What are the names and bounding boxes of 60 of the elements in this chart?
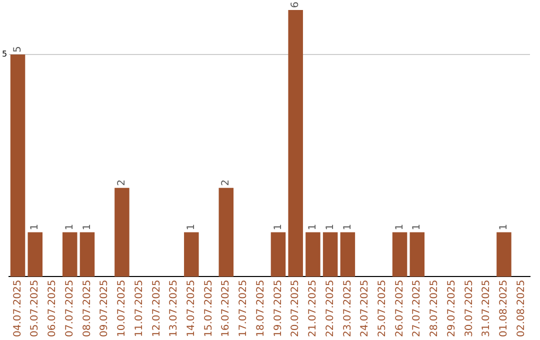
x-tick-label: 11.07.2025 [134, 280, 145, 338]
bar [80, 232, 95, 277]
x-tick-label: 09.07.2025 [99, 280, 110, 338]
data-label: 2 [116, 179, 128, 186]
data-label: 1 [324, 224, 336, 230]
bar [184, 232, 199, 277]
bar [62, 232, 78, 277]
x-tick-label: 04.07.2025 [12, 280, 24, 338]
bar [270, 232, 286, 277]
x-tick-label: 01.08.2025 [498, 280, 510, 338]
data-label: 1 [64, 224, 76, 230]
x-tick-label: 28.07.2025 [429, 280, 440, 338]
bar [288, 10, 303, 277]
bar [496, 232, 512, 277]
x-tick-label: 29.07.2025 [446, 280, 458, 338]
x-tick-label: 24.07.2025 [360, 280, 371, 338]
x-tick-label: 06.07.2025 [47, 280, 58, 338]
x-tick-label: 19.07.2025 [272, 280, 284, 338]
bar [218, 188, 234, 277]
x-tick-label: 15.07.2025 [203, 280, 214, 338]
data-label: 1 [30, 224, 41, 230]
bar [10, 54, 26, 277]
data-label: 1 [272, 224, 284, 230]
data-label: 1 [498, 224, 510, 230]
bar [410, 232, 425, 277]
x-tick-label: 17.07.2025 [238, 280, 250, 338]
data-label: 1 [412, 224, 423, 230]
x-tick-label: 30.07.2025 [464, 280, 475, 338]
data-label: 1 [342, 224, 354, 230]
x-tick-label: 26.07.2025 [394, 280, 406, 338]
x-tick-label: 23.07.2025 [342, 280, 354, 338]
x-tick-label: 12.07.2025 [151, 280, 162, 338]
data-label: 5 [2, 50, 8, 59]
x-tick-label: 25.07.2025 [377, 280, 388, 338]
x-tick-label: 27.07.2025 [412, 280, 423, 338]
bar [340, 232, 356, 277]
x-tick-label: 05.07.2025 [30, 280, 41, 338]
bar [306, 232, 320, 277]
x-tick-label: 10.07.2025 [116, 280, 128, 338]
bar [322, 232, 338, 277]
x-tick-label: 22.07.2025 [324, 280, 336, 338]
x-tick-label: 07.07.2025 [64, 280, 76, 338]
bar [114, 188, 130, 277]
x-tick-label: 13.07.2025 [168, 280, 180, 338]
data-label: 1 [394, 224, 406, 230]
bar [28, 232, 43, 277]
data-label: 1 [82, 224, 93, 230]
x-tick-label: 14.07.2025 [186, 280, 197, 338]
x-tick-label: 18.07.2025 [255, 280, 266, 338]
data-label: 1 [308, 224, 319, 230]
x-tick-label: 08.07.2025 [82, 280, 93, 338]
data-label: 6 [290, 2, 302, 8]
x-tick-label: 21.07.2025 [308, 280, 319, 338]
x-tick-label: 02.08.2025 [516, 280, 527, 338]
x-tick-label: 16.07.2025 [220, 280, 232, 338]
bar [392, 232, 408, 277]
data-label: 1 [186, 224, 197, 230]
x-tick-label: 20.07.2025 [290, 280, 302, 338]
data-label: 2 [220, 179, 232, 186]
x-tick-label: 31.07.2025 [481, 280, 492, 338]
